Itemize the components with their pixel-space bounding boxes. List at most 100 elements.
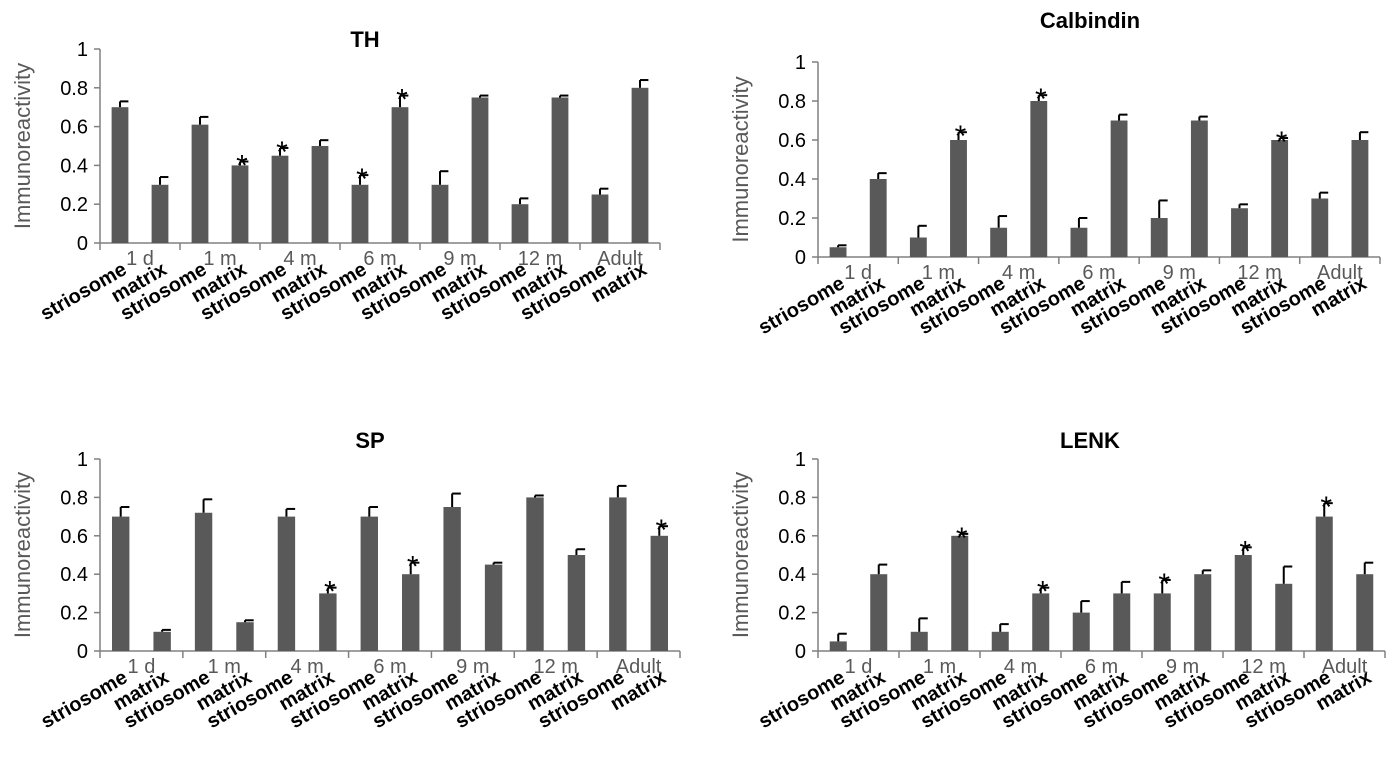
- y-tick-label: 0.6: [778, 526, 806, 548]
- group-label: 12 m: [1241, 656, 1285, 678]
- significance-marker: *: [407, 551, 419, 584]
- group-label: 1 d: [845, 656, 873, 678]
- group-label: 4 m: [290, 656, 323, 678]
- bar: [1030, 101, 1048, 257]
- y-tick-label: 0.8: [778, 91, 806, 113]
- group-label: 12 m: [533, 656, 577, 678]
- y-tick-label: 0.4: [778, 564, 806, 586]
- bar: [236, 622, 254, 651]
- bar: [567, 555, 586, 651]
- group-label: Adult: [597, 248, 643, 270]
- th-chart: TH Immunoreactivity 0 0.2 0.4 0.6 0.8 1 1 d 1 m 4 …: [10, 27, 661, 325]
- y-axis-label: Immunoreactivity: [728, 472, 753, 638]
- bar: [112, 516, 130, 651]
- bar: [551, 97, 569, 243]
- bar: [909, 237, 927, 257]
- group-label: 1 m: [922, 262, 955, 284]
- chart-title: TH: [350, 27, 379, 52]
- y-tick-label: 0.6: [60, 526, 88, 548]
- group-label: 12 m: [518, 248, 562, 270]
- bar: [391, 107, 409, 243]
- bar: [990, 227, 1008, 257]
- sp-chart: SP Immunoreactivity 0 0.2 0.4 0.6 0.8 1 1 d 1 m 4 …: [10, 428, 681, 733]
- group-label: 1 m: [923, 656, 956, 678]
- group-label: 1 m: [203, 248, 236, 270]
- group-label: 9 m: [1163, 262, 1196, 284]
- bar: [277, 516, 296, 651]
- bar: [591, 194, 609, 243]
- bar: [951, 535, 969, 651]
- bar: [153, 631, 171, 651]
- bar: [311, 146, 329, 243]
- y-tick-label: 0.8: [60, 78, 88, 100]
- group-label: 1 d: [844, 262, 872, 284]
- y-tick-label: 1: [795, 52, 806, 74]
- significance-marker: *: [356, 163, 368, 196]
- group-label: Adult: [616, 656, 662, 678]
- bar: [1231, 208, 1248, 257]
- bar: [1311, 198, 1329, 257]
- bar: [402, 574, 420, 651]
- bar: [1275, 583, 1293, 651]
- y-tick-label: 0: [795, 641, 806, 663]
- significance-marker: *: [1158, 568, 1170, 601]
- group-label: 4 m: [283, 248, 316, 270]
- significance-marker: *: [955, 120, 967, 153]
- bar: [1150, 218, 1168, 257]
- group-label: 6 m: [373, 656, 406, 678]
- bar: [351, 184, 369, 243]
- bar: [650, 535, 668, 651]
- group-label: 1 m: [208, 656, 241, 678]
- bar: [471, 97, 489, 243]
- group-label: Adult: [1322, 656, 1368, 678]
- bar: [1190, 120, 1208, 257]
- bar: [1194, 574, 1212, 651]
- significance-marker: *: [956, 522, 968, 555]
- y-tick-label: 0.2: [60, 194, 88, 216]
- bar: [869, 179, 887, 257]
- bar: [191, 124, 209, 243]
- bar: [319, 593, 337, 651]
- chart-title: LENK: [1060, 428, 1120, 453]
- group-label: 1 d: [128, 656, 156, 678]
- group-label: 1 d: [126, 248, 154, 270]
- y-tick-label: 0.6: [778, 130, 806, 152]
- y-tick-label: 0: [77, 641, 88, 663]
- y-tick-label: 0.4: [778, 169, 806, 191]
- bar: [271, 155, 289, 243]
- y-tick-label: 0.8: [60, 487, 88, 509]
- bar: [360, 516, 378, 651]
- bar: [1070, 227, 1088, 257]
- y-tick-label: 0.4: [60, 564, 88, 586]
- group-label: 6 m: [1085, 656, 1118, 678]
- bar: [231, 165, 249, 243]
- bar: [631, 87, 649, 243]
- y-tick-label: 0.6: [60, 117, 88, 139]
- bar: [1110, 120, 1128, 257]
- bar: [443, 507, 461, 651]
- group-label: 9 m: [443, 248, 476, 270]
- group-label: 9 m: [1166, 656, 1199, 678]
- y-tick-label: 0: [795, 247, 806, 269]
- significance-marker: *: [1239, 535, 1251, 568]
- bar: [1032, 593, 1050, 651]
- calbindin-chart: Calbindin Immunoreactivity 0 0.2 0.4 0.6 0.8 1 1…: [728, 8, 1381, 339]
- bar: [431, 184, 449, 243]
- y-tick-label: 1: [77, 39, 88, 61]
- group-label: 6 m: [363, 248, 396, 270]
- bar: [1234, 555, 1252, 651]
- significance-marker: *: [1276, 126, 1288, 159]
- chart-title: Calbindin: [1040, 8, 1140, 33]
- y-tick-label: 1: [795, 449, 806, 471]
- bar: [526, 497, 544, 651]
- y-axis-label: Immunoreactivity: [728, 76, 753, 242]
- bar: [991, 631, 1009, 651]
- bar: [511, 204, 529, 243]
- bar: [1113, 593, 1131, 651]
- group-label: 9 m: [456, 656, 489, 678]
- significance-marker: *: [1320, 491, 1332, 524]
- y-tick-label: 0.2: [778, 208, 806, 230]
- y-tick-label: 0.2: [778, 603, 806, 625]
- significance-marker: *: [655, 514, 667, 547]
